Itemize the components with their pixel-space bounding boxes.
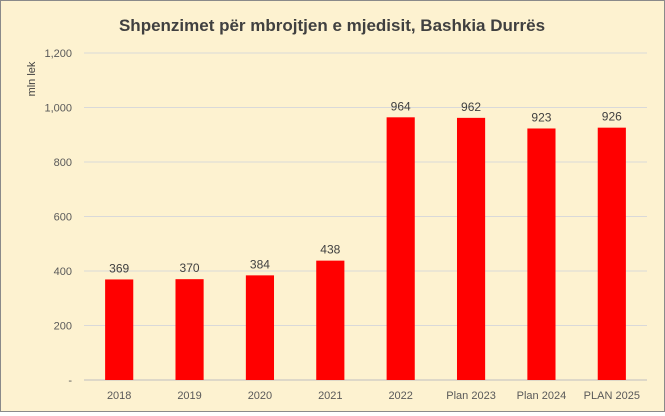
bar	[527, 128, 556, 380]
bar-value-label: 370	[180, 261, 200, 275]
bar-value-label: 926	[602, 110, 622, 124]
bar	[597, 127, 626, 380]
x-tick-label: 2020	[248, 390, 272, 402]
x-tick-label: Plan 2024	[517, 390, 567, 402]
bar-value-label: 384	[250, 257, 270, 271]
y-axis-title: mln lek	[26, 61, 38, 96]
chart-title: Shpenzimet për mbrojtjen e mjedisit, Bas…	[119, 16, 545, 35]
x-tick-label: PLAN 2025	[584, 390, 640, 402]
x-tick-label: 2021	[318, 390, 342, 402]
x-tick-label: 2019	[177, 390, 201, 402]
y-tick-label: 400	[54, 266, 72, 278]
bar	[245, 275, 275, 380]
bars	[105, 117, 626, 380]
bar-value-label: 964	[391, 99, 411, 113]
y-tick-label: 1,000	[44, 103, 72, 115]
x-axis-ticks: 2018 2019 2020 2021 2022 Plan 2023 Plan 2024 PL…	[107, 390, 640, 402]
y-tick-label: 800	[54, 157, 72, 169]
y-tick-label: -	[68, 375, 72, 387]
x-tick-label: 2022	[388, 390, 412, 402]
y-tick-label: 1,200	[44, 48, 72, 60]
bar	[456, 117, 486, 380]
data-labels: 369 370 384 438 964 962 923 926	[109, 99, 622, 275]
bar-value-label: 923	[531, 110, 551, 124]
bar-value-label: 962	[461, 100, 481, 114]
y-axis-ticks: - 200 400 600 800 1,000 1,200	[44, 48, 72, 387]
gridlines	[84, 52, 647, 381]
x-tick-label: 2018	[107, 390, 131, 402]
bar	[386, 117, 415, 380]
bar-value-label: 438	[320, 243, 340, 257]
x-tick-label: Plan 2023	[446, 390, 496, 402]
y-tick-label: 200	[54, 321, 72, 333]
bar	[316, 260, 345, 380]
bar	[105, 279, 134, 380]
bar-value-label: 369	[109, 261, 129, 275]
y-tick-label: 600	[54, 212, 72, 224]
bar	[175, 279, 204, 380]
